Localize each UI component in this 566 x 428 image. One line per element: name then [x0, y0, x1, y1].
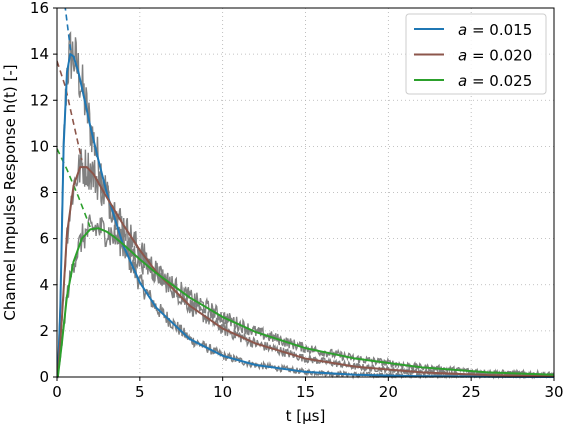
y-tick-label: 4	[39, 276, 49, 294]
legend-symbol: a	[458, 72, 467, 90]
legend-label: a = 0.020	[458, 47, 532, 65]
series-line	[56, 53, 555, 378]
y-tick-label: 0	[39, 368, 49, 386]
y-tick-label: 12	[30, 91, 49, 109]
dashed-extension	[64, 8, 72, 55]
x-tick-label: 0	[52, 383, 62, 401]
y-tick-label: 16	[30, 0, 49, 17]
dashed-extensions	[57, 8, 91, 228]
x-tick-label: 30	[544, 383, 563, 401]
ticks: 0 5 10 15 20 25 30 0 2 4 6 8 10 12 14 16	[30, 0, 564, 401]
series-line	[56, 166, 555, 378]
dashed-extension	[57, 148, 91, 228]
legend-value: = 0.015	[467, 21, 532, 39]
legend-value: = 0.020	[467, 47, 532, 65]
y-tick-label: 8	[39, 184, 49, 202]
y-axis-label: Channel Impulse Response h(t) [-]	[1, 64, 19, 320]
x-axis-label: t [μs]	[286, 407, 326, 425]
legend-label: a = 0.025	[458, 72, 532, 90]
x-tick-label: 5	[135, 383, 145, 401]
dashed-extension	[57, 60, 83, 161]
x-tick-label: 25	[462, 383, 481, 401]
fitted-curves	[56, 53, 555, 378]
legend-value: = 0.025	[467, 72, 532, 90]
y-tick-label: 10	[30, 137, 49, 155]
legend-symbol: a	[458, 47, 467, 65]
x-tick-label: 15	[296, 383, 315, 401]
legend-label: a = 0.015	[458, 21, 532, 39]
legend-box	[405, 13, 547, 95]
series-line	[56, 227, 555, 378]
x-tick-label: 20	[379, 383, 398, 401]
y-tick-label: 2	[39, 322, 49, 340]
legend-symbol: a	[458, 21, 467, 39]
y-tick-label: 14	[30, 45, 49, 63]
x-tick-label: 10	[213, 383, 232, 401]
y-tick-label: 6	[39, 230, 49, 248]
